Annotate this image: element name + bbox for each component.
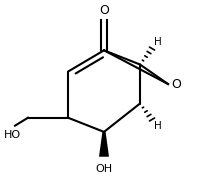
Text: O: O — [99, 4, 109, 17]
Text: O: O — [171, 77, 181, 90]
Text: H: H — [154, 37, 162, 47]
Text: OH: OH — [95, 164, 113, 174]
Text: HO: HO — [4, 130, 21, 140]
Polygon shape — [99, 132, 109, 157]
Text: H: H — [154, 121, 162, 131]
